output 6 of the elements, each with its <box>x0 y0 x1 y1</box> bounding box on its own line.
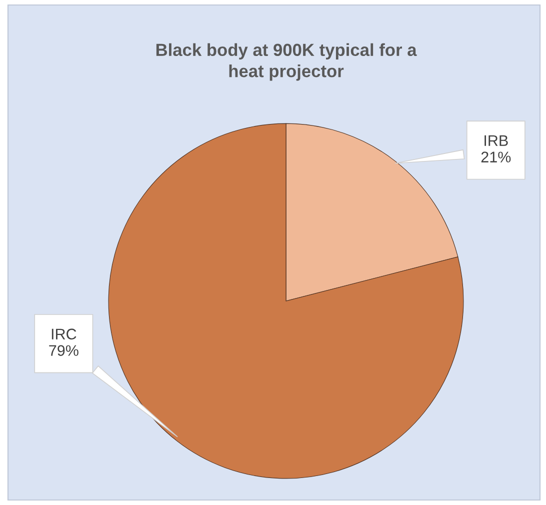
data-label: 79% <box>49 345 78 356</box>
slice-label: IRC <box>52 328 76 340</box>
data-label: 21% <box>481 152 511 162</box>
slice-label: IRB <box>484 135 508 146</box>
chart-title: Black body at 900K typical for a heat projector <box>156 43 417 81</box>
pie-slice <box>108 123 464 479</box>
